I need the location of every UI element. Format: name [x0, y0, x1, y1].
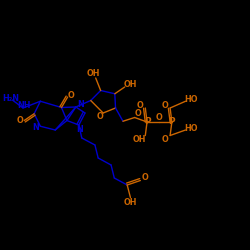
Text: P: P: [144, 118, 150, 126]
Text: N: N: [32, 123, 39, 132]
Text: OH: OH: [124, 80, 137, 89]
Text: O: O: [142, 174, 148, 182]
Text: OH: OH: [132, 135, 146, 144]
Text: O: O: [137, 101, 144, 110]
Text: N: N: [77, 100, 84, 109]
Text: O: O: [16, 116, 23, 125]
Text: N: N: [77, 126, 84, 134]
Text: O: O: [161, 135, 168, 144]
Text: P: P: [168, 118, 175, 126]
Text: HO: HO: [184, 96, 198, 104]
Text: OH: OH: [124, 198, 137, 207]
Text: NH: NH: [18, 100, 31, 110]
Text: O: O: [67, 90, 74, 100]
Text: O: O: [134, 109, 141, 118]
Text: O: O: [162, 101, 168, 110]
Text: O: O: [97, 112, 103, 121]
Text: O: O: [156, 112, 163, 122]
Text: H₂N: H₂N: [2, 94, 19, 103]
Text: OH: OH: [86, 69, 100, 78]
Text: HO: HO: [184, 124, 198, 133]
